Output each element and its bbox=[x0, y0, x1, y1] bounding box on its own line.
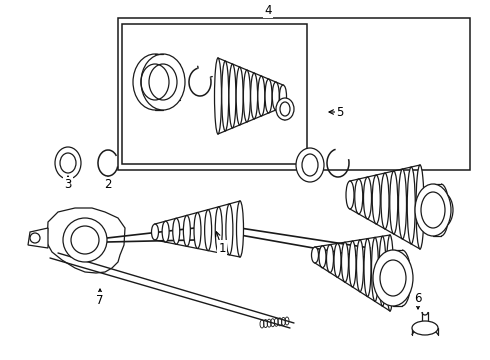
Ellipse shape bbox=[412, 321, 438, 335]
Polygon shape bbox=[47, 208, 125, 273]
Ellipse shape bbox=[355, 179, 363, 214]
Ellipse shape bbox=[63, 218, 107, 262]
Ellipse shape bbox=[71, 226, 99, 254]
Ellipse shape bbox=[349, 241, 356, 287]
Text: 3: 3 bbox=[64, 179, 72, 192]
Ellipse shape bbox=[226, 204, 233, 255]
Ellipse shape bbox=[215, 58, 221, 134]
Ellipse shape bbox=[173, 218, 180, 244]
Ellipse shape bbox=[258, 76, 265, 116]
Ellipse shape bbox=[407, 167, 415, 244]
Ellipse shape bbox=[244, 70, 250, 122]
Ellipse shape bbox=[364, 177, 371, 219]
Ellipse shape bbox=[55, 147, 81, 179]
Ellipse shape bbox=[387, 235, 393, 311]
Text: 5: 5 bbox=[336, 105, 343, 118]
Ellipse shape bbox=[380, 260, 406, 296]
Ellipse shape bbox=[326, 244, 334, 273]
Ellipse shape bbox=[346, 181, 354, 209]
Polygon shape bbox=[28, 228, 48, 248]
Ellipse shape bbox=[205, 210, 212, 251]
Ellipse shape bbox=[334, 243, 341, 278]
Ellipse shape bbox=[236, 67, 243, 125]
Ellipse shape bbox=[141, 54, 185, 110]
Ellipse shape bbox=[162, 221, 169, 242]
Ellipse shape bbox=[279, 85, 287, 107]
Bar bbox=[122, 24, 307, 164]
Ellipse shape bbox=[276, 98, 294, 120]
Ellipse shape bbox=[229, 64, 236, 128]
Text: 2: 2 bbox=[104, 179, 112, 192]
Ellipse shape bbox=[272, 82, 279, 110]
Ellipse shape bbox=[237, 201, 244, 257]
Ellipse shape bbox=[221, 61, 229, 131]
Text: 4: 4 bbox=[264, 4, 272, 17]
Text: 6: 6 bbox=[414, 292, 422, 305]
Ellipse shape bbox=[280, 102, 290, 116]
Ellipse shape bbox=[364, 239, 371, 297]
Ellipse shape bbox=[421, 192, 445, 228]
Ellipse shape bbox=[149, 64, 177, 100]
Ellipse shape bbox=[151, 224, 158, 240]
Ellipse shape bbox=[312, 247, 318, 263]
Ellipse shape bbox=[250, 73, 258, 119]
Ellipse shape bbox=[381, 173, 389, 229]
Bar bbox=[118, 18, 470, 170]
Ellipse shape bbox=[342, 242, 348, 282]
Ellipse shape bbox=[371, 237, 378, 301]
Ellipse shape bbox=[415, 184, 451, 236]
Ellipse shape bbox=[390, 171, 398, 234]
Ellipse shape bbox=[30, 233, 40, 243]
Ellipse shape bbox=[194, 212, 201, 248]
Ellipse shape bbox=[373, 250, 413, 306]
Ellipse shape bbox=[60, 153, 76, 173]
Ellipse shape bbox=[416, 165, 424, 249]
Ellipse shape bbox=[379, 236, 386, 306]
Ellipse shape bbox=[398, 169, 407, 239]
Ellipse shape bbox=[357, 240, 364, 292]
Ellipse shape bbox=[296, 148, 324, 182]
Ellipse shape bbox=[372, 175, 380, 224]
Ellipse shape bbox=[183, 215, 191, 246]
Ellipse shape bbox=[215, 207, 222, 253]
Ellipse shape bbox=[319, 246, 326, 268]
Text: 1: 1 bbox=[218, 242, 226, 255]
Ellipse shape bbox=[265, 79, 272, 113]
Ellipse shape bbox=[133, 54, 177, 110]
Text: 7: 7 bbox=[96, 293, 104, 306]
